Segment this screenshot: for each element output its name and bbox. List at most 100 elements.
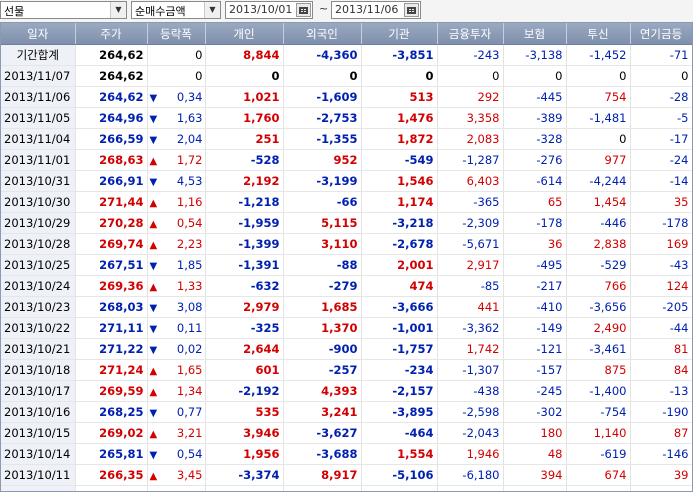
cell-price: 268,63 bbox=[75, 149, 148, 171]
change-value: 1,34 bbox=[176, 384, 203, 398]
type-select[interactable]: 순매수금액 ▼ bbox=[131, 1, 221, 19]
table-row[interactable]: 2013/10/29 270,28 ▲ 0,54 -1,959 5,115 -3,218 -2… bbox=[1, 212, 692, 234]
table-row[interactable]: 2013/11/05 264,96 ▼ 1,63 1,760 -2,753 1,476 3,3… bbox=[1, 107, 692, 129]
change-value: 3,21 bbox=[176, 426, 203, 440]
cell-individual: 8,844 bbox=[205, 44, 284, 66]
cell-institution: 1,546 bbox=[361, 170, 438, 192]
column-header-institution[interactable]: 기관 bbox=[361, 23, 438, 45]
table-row[interactable]: 2013/10/11 266,35 ▲ 3,45 -3,374 8,917 -5,106 -6… bbox=[1, 464, 692, 486]
table-row[interactable]: 2013/10/24 269,36 ▲ 1,33 -632 -279 474 -85 -217 7… bbox=[1, 275, 692, 297]
table-row[interactable]: 2013/10/25 267,51 ▼ 1,85 -1,391 -88 2,001 2,917… bbox=[1, 254, 692, 276]
cell-change: ▼ 3,08 bbox=[147, 296, 206, 318]
cell-foreign: 1,685 bbox=[283, 296, 362, 318]
cell-institution: 1,174 bbox=[361, 191, 438, 213]
column-header-date[interactable]: 일자 bbox=[1, 23, 76, 45]
cell-financial-investment: -243 bbox=[437, 44, 504, 66]
column-header-change[interactable]: 등락폭 bbox=[147, 23, 206, 45]
table-row[interactable]: 기간합계 264,62 0 8,844 -4,360 -3,851 -243 -3,138 -1… bbox=[1, 44, 692, 66]
cell-pension: 81 bbox=[630, 338, 692, 360]
cell-individual: 2,965 bbox=[205, 485, 284, 491]
cell-investment-trust: 1,140 bbox=[566, 422, 631, 444]
table-row[interactable]: 2013/11/07 264,62 0 0 0 0 0 0 0 0 bbox=[1, 65, 692, 87]
table-row[interactable]: 2013/10/17 269,59 ▲ 1,34 -2,192 4,393 -2,157 -4… bbox=[1, 380, 692, 402]
change-value: 0,24 bbox=[177, 489, 203, 491]
cell-foreign: -9,011 bbox=[283, 485, 362, 491]
cell-change: ▲ 1,65 bbox=[147, 359, 206, 381]
cell-foreign: 0 bbox=[283, 65, 362, 87]
column-header-individual[interactable]: 개인 bbox=[205, 23, 284, 45]
cell-pension: 84 bbox=[630, 359, 692, 381]
cell-foreign: -257 bbox=[283, 359, 362, 381]
table-row[interactable]: 2013/10/31 266,91 ▼ 4,53 2,192 -3,199 1,546 6,4… bbox=[1, 170, 692, 192]
cell-change: ▼0,24 bbox=[147, 485, 206, 491]
cell-pension: -5 bbox=[630, 107, 692, 129]
table-row[interactable]: 2013/10/28 269,74 ▲ 2,23 -1,399 3,110 -2,678 -5… bbox=[1, 233, 692, 255]
change-value: 1,33 bbox=[176, 279, 203, 293]
cell-date: 2013/10/29 bbox=[1, 212, 76, 234]
table-row[interactable]: 2013/10/16 268,25 ▼ 0,77 535 3,241 -3,895 -2,59… bbox=[1, 401, 692, 423]
table-row[interactable]: 2013/10/23 268,03 ▼ 3,08 2,979 1,685 -3,666 441… bbox=[1, 296, 692, 318]
cell-price: 269,59 bbox=[75, 380, 148, 402]
cell-financial-investment: 2,917 bbox=[437, 254, 504, 276]
change-value: 0,54 bbox=[176, 216, 203, 230]
table-row[interactable]: 2013/11/01 268,63 ▲ 1,72 -528 952 -549 -1,287 -2… bbox=[1, 149, 692, 171]
investor-trading-grid[interactable]: 일자 주가 등락폭 개인 외국인 기관 금융투자 보험 투신 연기금등 기간합계… bbox=[0, 22, 693, 492]
calendar-icon[interactable] bbox=[404, 3, 419, 17]
date-to-field[interactable]: 2013/11/06 bbox=[331, 1, 421, 19]
column-header-insurance[interactable]: 보험 bbox=[503, 23, 567, 45]
cell-change: ▲ 2,23 bbox=[147, 233, 206, 255]
calendar-icon[interactable] bbox=[296, 3, 311, 17]
cell-pension: -17 bbox=[630, 128, 692, 150]
cell-foreign: -4,360 bbox=[283, 44, 362, 66]
cell-date: 2013/10/16 bbox=[1, 401, 76, 423]
column-header-investment-trust[interactable]: 투신 bbox=[566, 23, 631, 45]
cell-institution: 474 bbox=[361, 275, 438, 297]
table-row[interactable]: 2013/10/30 271,44 ▲ 1,16 -1,218 -66 1,174 -365 6… bbox=[1, 191, 692, 213]
cell-institution: 1,872 bbox=[361, 128, 438, 150]
table-row[interactable]: 2013/10/22 271,11 ▼ 0,11 -325 1,370 -1,001 -3,3… bbox=[1, 317, 692, 339]
cell-financial-investment: -365 bbox=[437, 191, 504, 213]
cell-date: 기간합계 bbox=[1, 44, 76, 66]
column-header-pension[interactable]: 연기금등 bbox=[630, 23, 692, 45]
toolbar: 선물 ▼ 순매수금액 ▼ 2013/10/01 ~ 2013/11/06 bbox=[0, 0, 693, 22]
cell-insurance: -410 bbox=[503, 296, 567, 318]
table-row[interactable]: 2013/10/18 271,24 ▲ 1,65 601 -257 -234 -1,307 -1… bbox=[1, 359, 692, 381]
cell-financial-investment: -6,180 bbox=[437, 464, 504, 486]
cell-foreign: -2,753 bbox=[283, 107, 362, 129]
cell-financial-investment: -3,362 bbox=[437, 317, 504, 339]
table-row[interactable]: 2013/10/10262,90▼0,242,965-9,0115,4514,2… bbox=[1, 485, 692, 491]
cell-date: 2013/10/24 bbox=[1, 275, 76, 297]
column-header-foreign[interactable]: 외국인 bbox=[283, 23, 362, 45]
table-row[interactable]: 2013/10/14 265,81 ▼ 0,54 1,956 -3,688 1,554 1,9… bbox=[1, 443, 692, 465]
cell-individual: 1,021 bbox=[205, 86, 284, 108]
market-select-value: 선물 bbox=[4, 5, 25, 18]
table-row[interactable]: 2013/11/06 264,62 ▼ 0,34 1,021 -1,609 513 292 -4… bbox=[1, 86, 692, 108]
cell-date: 2013/11/05 bbox=[1, 107, 76, 129]
cell-individual: 1,956 bbox=[205, 443, 284, 465]
triangle-up-icon: ▲ bbox=[149, 387, 158, 398]
cell-price: 266,59 bbox=[75, 128, 148, 150]
chevron-down-icon[interactable]: ▼ bbox=[110, 2, 126, 18]
cell-date: 2013/11/06 bbox=[1, 86, 76, 108]
cell-date: 2013/11/01 bbox=[1, 149, 76, 171]
triangle-down-icon: ▼ bbox=[149, 261, 158, 272]
change-value: 0,11 bbox=[176, 321, 203, 335]
change-value: 0,34 bbox=[176, 90, 203, 104]
chevron-down-icon[interactable]: ▼ bbox=[204, 2, 220, 18]
table-row[interactable]: 2013/10/21 271,22 ▼ 0,02 2,644 -900 -1,757 1,74… bbox=[1, 338, 692, 360]
market-select[interactable]: 선물 ▼ bbox=[0, 1, 127, 19]
cell-change: ▲ 1,72 bbox=[147, 149, 206, 171]
column-header-financial-investment[interactable]: 금융투자 bbox=[437, 23, 504, 45]
date-from-field[interactable]: 2013/10/01 bbox=[225, 1, 313, 19]
cell-pension: 0 bbox=[630, 65, 692, 87]
cell-price: 270,28 bbox=[75, 212, 148, 234]
cell-insurance: -149 bbox=[503, 317, 567, 339]
table-row[interactable]: 2013/11/04 266,59 ▼ 2,04 251 -1,355 1,872 2,083… bbox=[1, 128, 692, 150]
table-row[interactable]: 2013/10/15 269,02 ▲ 3,21 3,946 -3,627 -464 -2,0… bbox=[1, 422, 692, 444]
cell-date: 2013/10/11 bbox=[1, 464, 76, 486]
change-value: 1,65 bbox=[176, 363, 203, 377]
column-header-price[interactable]: 주가 bbox=[75, 23, 148, 45]
cell-financial-investment: 4,273 bbox=[437, 485, 504, 491]
cell-insurance: 325 bbox=[503, 485, 567, 491]
cell-change: ▲ 3,45 bbox=[147, 464, 206, 486]
